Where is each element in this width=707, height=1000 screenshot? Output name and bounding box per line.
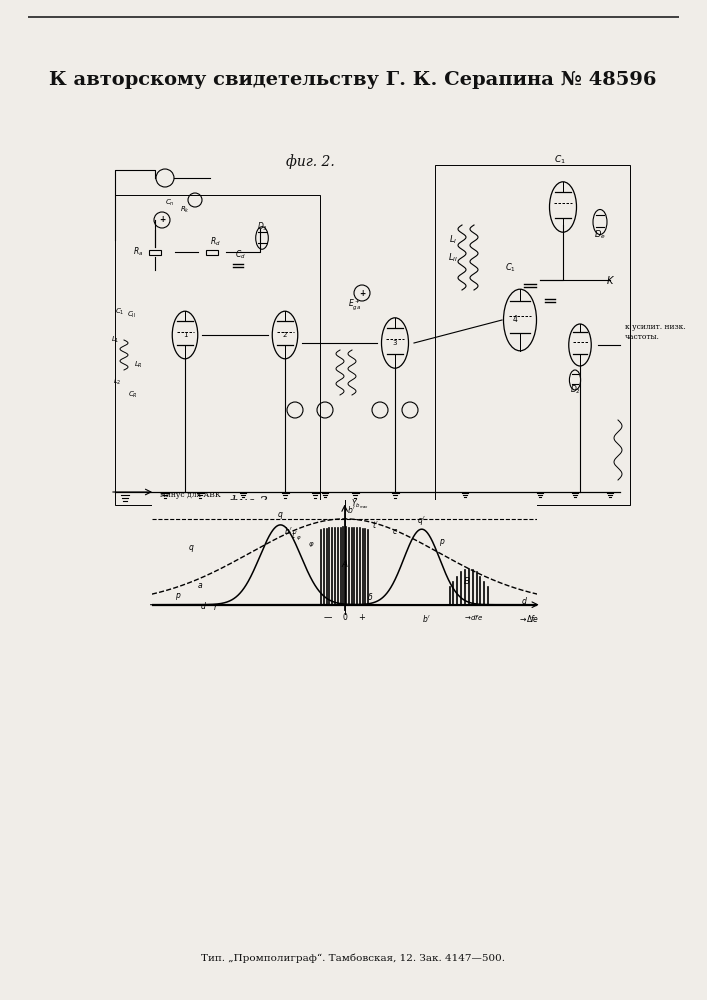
Text: $q$: $q$ [188,543,195,554]
Text: $Y_{b_{max}}$: $Y_{b_{max}}$ [351,498,369,511]
Text: $C_n$: $C_n$ [165,198,175,208]
Text: $C_\text{II}$: $C_\text{II}$ [127,310,136,320]
Text: $L_I$: $L_I$ [449,234,457,246]
Text: $D_e$: $D_e$ [594,229,606,241]
Text: $L_2$: $L_2$ [112,377,122,387]
Text: $p$: $p$ [439,537,445,548]
Text: $C_R$: $C_R$ [128,390,138,400]
Text: К авторскому свидетельству Г. К. Серапина № 48596: К авторскому свидетельству Г. К. Серапин… [49,71,657,89]
Text: $B$: $B$ [463,575,470,586]
Text: $b'$: $b'$ [421,613,431,624]
Text: +: + [159,216,165,225]
Bar [149,249,161,254]
Text: $D_3$: $D_3$ [257,221,267,233]
Text: +: + [359,288,365,298]
Text: минус для АВК: минус для АВК [160,491,221,499]
Text: $C_1$: $C_1$ [505,262,515,274]
Text: $R_k$: $R_k$ [180,205,190,215]
Text: $d$: $d$ [521,595,528,606]
Text: $\rightarrow\!dfe$: $\rightarrow\!dfe$ [463,613,484,622]
Text: $E^+_{ga}$: $E^+_{ga}$ [349,298,361,312]
Text: $A$: $A$ [341,558,349,569]
Text: $b'$: $b'$ [284,525,293,536]
Text: $C_1$: $C_1$ [554,154,566,166]
Bar [435,165,630,505]
Text: $\delta$: $\delta$ [367,591,373,602]
Text: 3: 3 [393,340,397,346]
Text: к усилит. низк.
частоты.: к усилит. низк. частоты. [625,323,686,341]
Text: $r$: $r$ [214,602,219,612]
Text: $q'$: $q'$ [417,514,426,527]
Text: $t'$: $t'$ [373,519,380,530]
Text: $C_1$: $C_1$ [115,307,124,317]
Text: $c$: $c$ [392,527,398,536]
Text: +: + [358,613,366,622]
Text: фиг. 2.: фиг. 2. [286,155,334,169]
Text: $b'$: $b'$ [347,504,356,515]
Text: $L_R$: $L_R$ [134,360,143,370]
Text: $L_1$: $L_1$ [111,335,119,345]
Text: $q$: $q$ [277,510,284,521]
Text: Тип. „Промполиграф“. Тамбовская, 12. Зак. 4147—500.: Тип. „Промполиграф“. Тамбовская, 12. Зак… [201,953,505,963]
Text: 0: 0 [342,613,347,622]
Text: $K$: $K$ [607,274,616,286]
Text: $R_a$: $R_a$ [133,246,143,258]
Text: $R_d$: $R_d$ [210,236,221,248]
Bar [206,249,218,254]
Text: $t'_\varphi$: $t'_\varphi$ [291,529,302,543]
Text: —: — [323,613,332,622]
Text: 4: 4 [513,316,518,324]
Text: $\varphi$: $\varphi$ [308,540,315,549]
Text: $C_d$: $C_d$ [235,249,245,261]
Text: $p$: $p$ [175,591,182,602]
Text: 2: 2 [283,332,287,338]
Text: фиг 3: фиг 3 [228,496,268,510]
Text: $L_{II}$: $L_{II}$ [448,252,458,264]
Text: $D_2$: $D_2$ [570,384,580,396]
Text: $a$: $a$ [197,581,204,590]
Bar [115,195,320,505]
Text: $\rightarrow\!\Delta\!fe$: $\rightarrow\!\Delta\!fe$ [518,613,539,624]
Text: 1: 1 [182,332,187,338]
Text: $d$: $d$ [200,600,207,611]
